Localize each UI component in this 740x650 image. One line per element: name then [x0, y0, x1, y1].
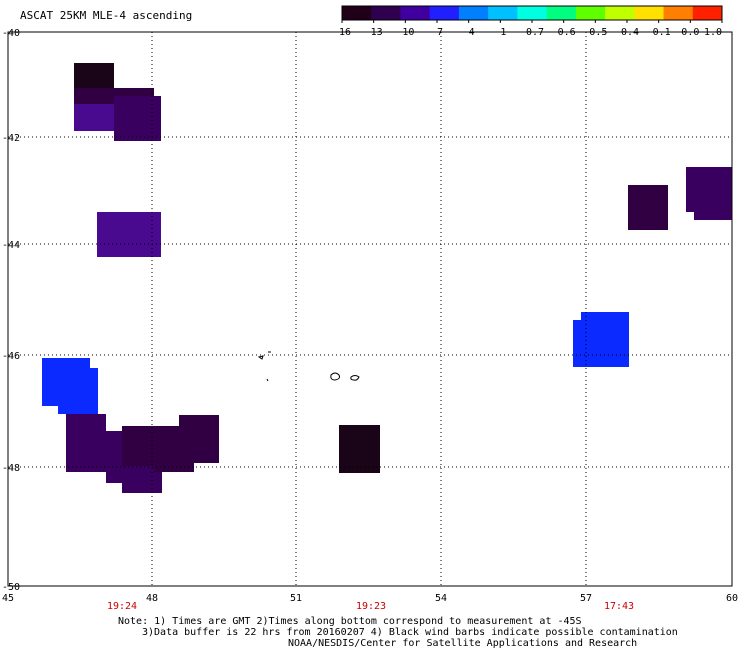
data-cells [42, 63, 732, 493]
y-tick-label: -40 [2, 28, 20, 39]
colorbar-segment [458, 6, 489, 20]
island-outline [257, 355, 264, 360]
colorbar-segment [634, 6, 665, 20]
colorbar-segment [575, 6, 606, 20]
y-tick-label: -50 [2, 582, 20, 593]
colorbar-segment [371, 6, 401, 20]
note-line-2: 3)Data buffer is 22 hrs from 20160207 4)… [142, 627, 678, 638]
map-title: ASCAT 25KM MLE-4 ascending [20, 9, 193, 22]
island-outline [330, 372, 340, 381]
colorbar-segment [400, 6, 431, 20]
data-cell [74, 104, 116, 131]
pass-time-labels: 19:24 19:23 17:43 [107, 601, 634, 612]
plot-frame [7, 31, 733, 587]
data-cell [339, 425, 380, 473]
colorbar-segment [517, 6, 548, 20]
data-cell [66, 414, 106, 472]
data-cell [628, 185, 668, 230]
x-tick-label: 60 [726, 593, 738, 604]
colorbar-segment [663, 6, 694, 20]
data-cell [58, 368, 98, 414]
grid-lines [8, 32, 732, 586]
y-tick-label: -48 [2, 463, 20, 474]
island-outline [350, 375, 360, 381]
island-outline [266, 378, 269, 382]
island-outlines [257, 351, 360, 382]
data-cell [114, 96, 161, 141]
data-cell [179, 415, 219, 463]
x-tick-label: 51 [290, 593, 302, 604]
note-line-1: Note: 1) Times are GMT 2)Times along bot… [118, 616, 582, 627]
note-line-3: NOAA/NESDIS/Center for Satellite Applica… [288, 638, 638, 649]
colorbar-segment [605, 6, 635, 20]
colorbar-segment [692, 6, 723, 20]
data-cell [97, 212, 161, 257]
data-cell [694, 180, 732, 220]
x-tick-label: 45 [2, 593, 14, 604]
y-tick-label: -44 [2, 240, 20, 251]
colorbar-segment [429, 6, 460, 20]
colorbar-segment [488, 6, 518, 20]
x-tick-label: 48 [146, 593, 158, 604]
x-axis-labels: 45 48 51 54 57 60 [2, 593, 738, 604]
colorbar-segment [342, 6, 372, 20]
x-tick-label: 57 [580, 593, 592, 604]
x-tick-label: 54 [435, 593, 447, 604]
pass-time-label: 19:23 [356, 601, 386, 612]
pass-time-label: 19:24 [107, 601, 137, 612]
y-axis-labels: -40 -42 -44 -46 -48 -50 [2, 28, 20, 593]
y-tick-label: -42 [2, 133, 20, 144]
colorbar-segment [546, 6, 577, 20]
data-cell [581, 312, 629, 367]
colorbar [341, 5, 723, 21]
colorbar-labels: -16 -13 -10 -7 -4 -1 -0.7 -0.6 -0.5 -0.4 -0.1 0.0 1.… [333, 20, 723, 38]
pass-time-label: 17:43 [604, 601, 634, 612]
y-tick-label: -46 [2, 351, 20, 362]
